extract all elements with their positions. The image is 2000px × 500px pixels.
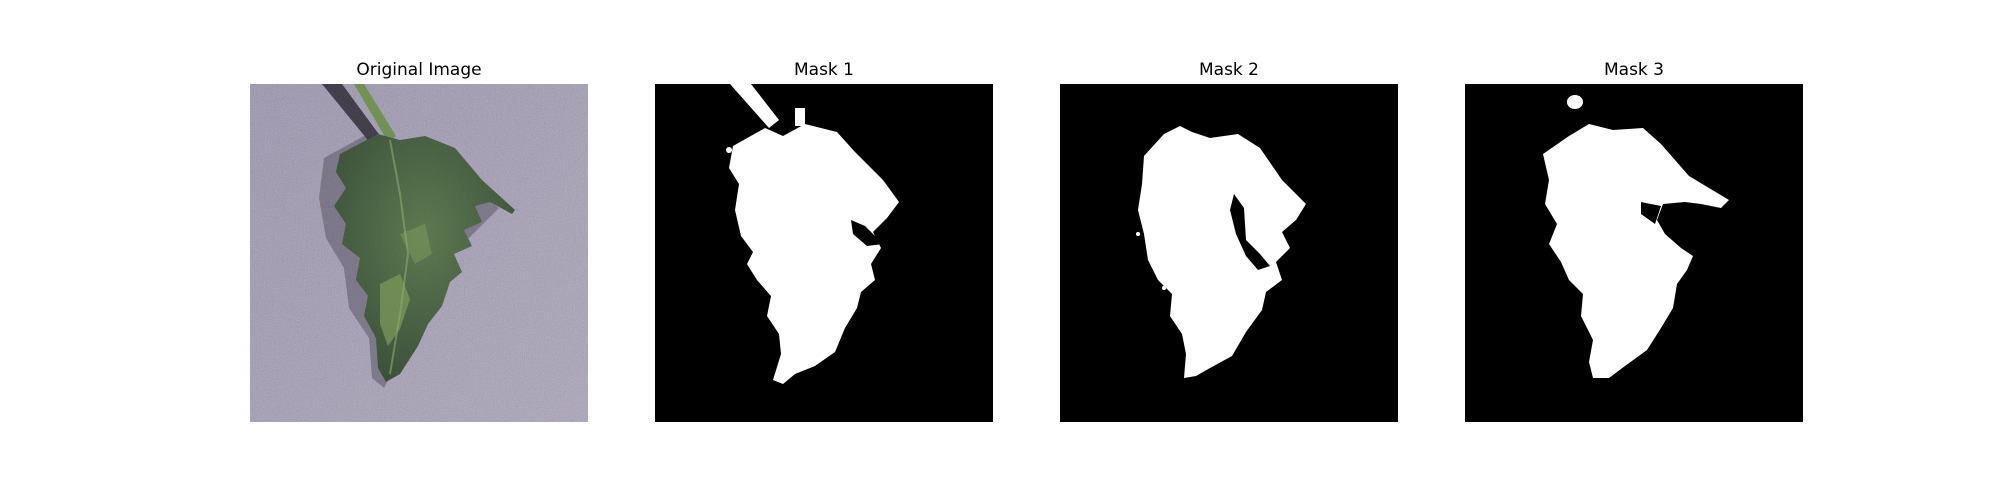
panel-original-image: Original Image [250,57,588,422]
mask-speckle [736,201,742,207]
mask-2-image [1060,84,1398,422]
panel-title: Original Image [356,60,482,80]
mask-3-image [1465,84,1803,422]
panel-title: Mask 1 [793,60,854,80]
mask-hole [1230,194,1270,270]
mask-speckle [1162,286,1166,290]
panel-mask-2: Mask 2 [1060,57,1398,422]
mask-stem [795,108,805,126]
mask-speckle [802,139,808,145]
mask-blob [1567,95,1583,109]
panel-mask-3: Mask 3 [1465,57,1803,422]
mask-leaf [729,124,899,384]
mask-stem [730,84,779,128]
panel-mask-1: Mask 1 [655,57,993,422]
mask-1-image [655,84,993,422]
mask-hole [1641,202,1661,224]
original-leaf-photo [250,84,588,422]
mask-leaf [1543,124,1729,378]
mask-leaf [1138,126,1306,378]
photo-grain-overlay [250,84,588,422]
panel-title: Mask 3 [1603,60,1664,80]
mask-speckle [726,147,732,153]
mask-hole [851,220,883,246]
panel-title: Mask 2 [1198,60,1259,80]
mask-speckle [1136,232,1140,236]
